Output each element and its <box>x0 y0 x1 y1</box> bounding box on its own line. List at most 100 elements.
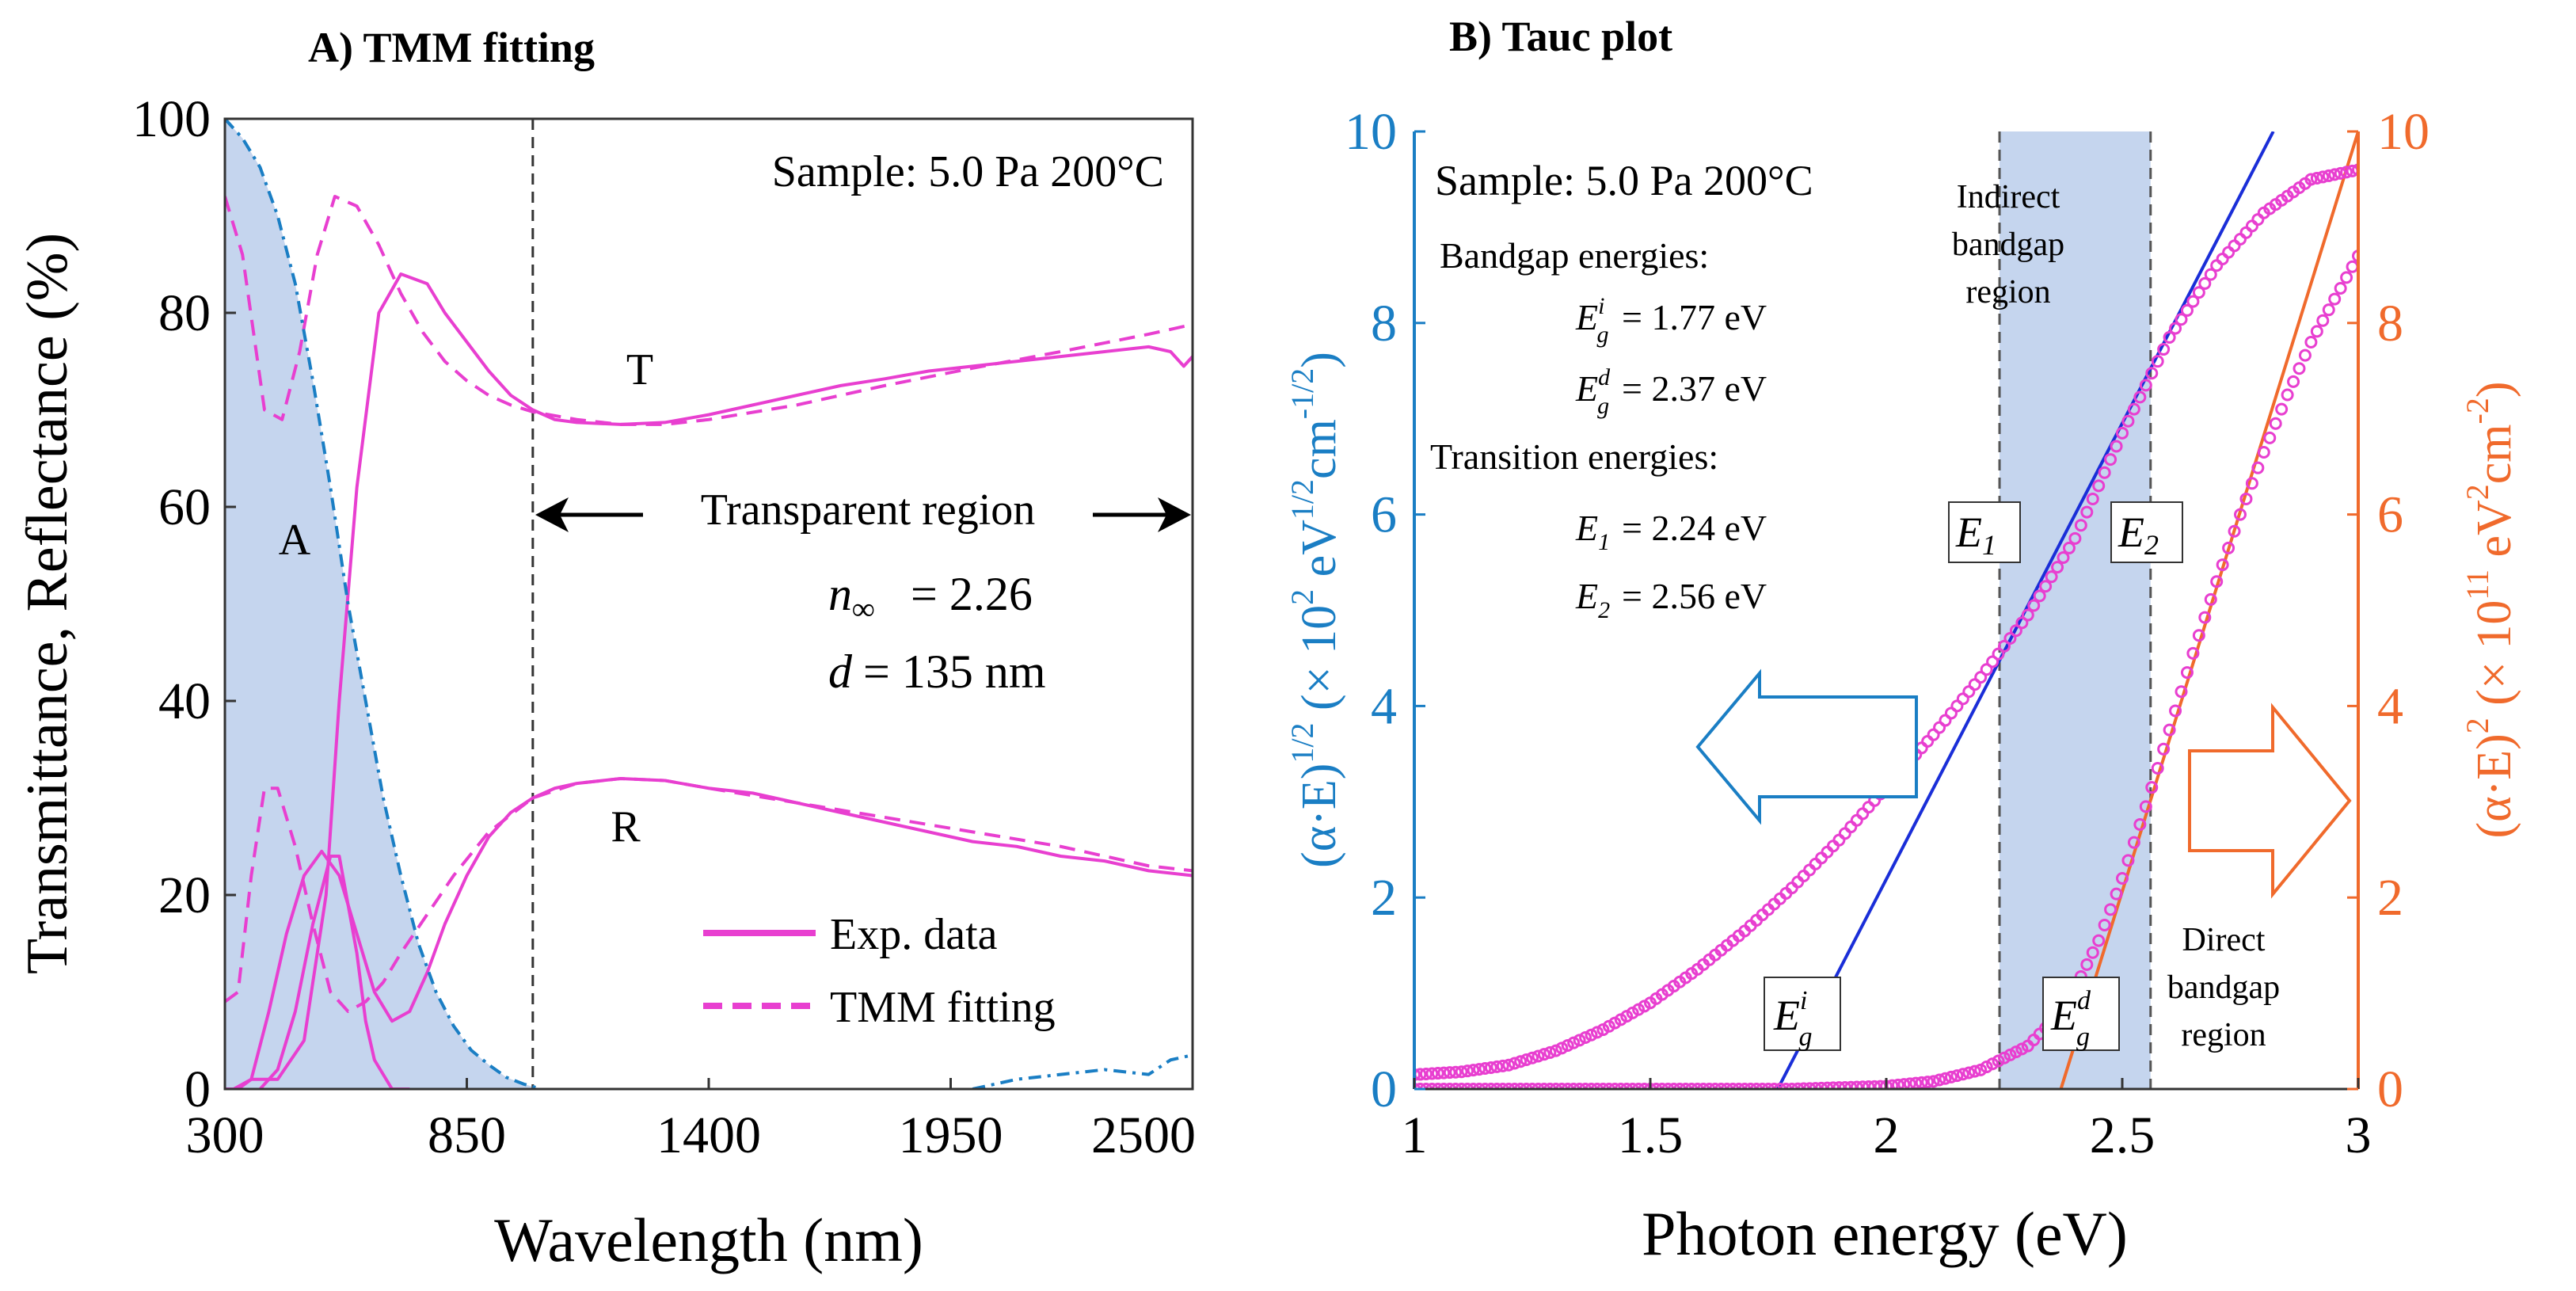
data-point <box>1974 671 1988 684</box>
data-point <box>2198 276 2212 290</box>
data-point <box>1832 1081 1846 1089</box>
panel-a-x-tick-label: 1950 <box>899 1106 1003 1164</box>
data-point <box>1856 807 1870 821</box>
indirect-region-line-3: region <box>1965 274 2050 310</box>
data-point <box>1532 1083 1545 1089</box>
data-point <box>1685 1083 1699 1089</box>
data-point <box>1443 1066 1456 1080</box>
panel-a: A) TMM fitting 300 850 1400 1950 2500 0 20 40 60… <box>15 24 1196 1274</box>
data-point <box>1431 1083 1444 1089</box>
data-point <box>1496 1083 1509 1089</box>
e1-symbol: E1 <box>1575 508 1610 555</box>
transparent-region-label: Transparent region <box>701 486 1036 535</box>
data-point <box>1738 1083 1752 1089</box>
data-point <box>1986 655 2000 668</box>
panel-a-x-tick-label: 2500 <box>1091 1106 1196 1164</box>
data-point <box>2310 325 2323 338</box>
data-point <box>2228 524 2241 538</box>
data-point <box>1579 1031 1592 1045</box>
data-point <box>2116 872 2129 885</box>
data-point <box>2346 260 2358 273</box>
data-point <box>2127 402 2140 416</box>
thickness-symbol: d <box>828 646 853 698</box>
panel-b-left-y-tick-label: 8 <box>1371 295 1397 352</box>
data-point <box>2139 379 2152 392</box>
data-point <box>2139 800 2152 813</box>
panel-b-right-y-tick-label: 4 <box>2377 677 2403 735</box>
data-point <box>2157 742 2171 756</box>
data-point <box>2204 592 2217 606</box>
data-point <box>1673 1083 1687 1089</box>
data-point <box>2062 541 2076 554</box>
data-point <box>1968 1064 1981 1078</box>
data-point <box>1844 821 1858 834</box>
data-point <box>1921 1076 1935 1089</box>
data-point <box>1785 1083 1798 1089</box>
data-point <box>1472 1083 1486 1089</box>
data-point <box>1962 1066 1976 1080</box>
panel-b-left-y-tick-label: 4 <box>1371 677 1397 735</box>
data-point <box>1773 1083 1786 1089</box>
data-point <box>1868 1080 1882 1089</box>
data-point <box>2334 166 2347 180</box>
data-point <box>1484 1083 1497 1089</box>
data-point <box>1726 1083 1740 1089</box>
data-point <box>2110 887 2123 901</box>
panel-b-right-y-tick-label: 6 <box>2377 486 2403 544</box>
data-point <box>1791 875 1805 889</box>
data-point <box>1821 845 1834 859</box>
data-point <box>2186 295 2200 308</box>
t-curve-label: T <box>626 345 653 394</box>
data-point <box>2151 355 2164 368</box>
panel-b-x-tick-label: 2 <box>1874 1106 1900 1164</box>
transparent-region-arrow <box>535 497 1191 532</box>
data-point <box>1915 1076 1928 1089</box>
data-point <box>2098 466 2111 479</box>
bandgap-header: Bandgap energies: <box>1440 235 1709 276</box>
e2-symbol: E2 <box>1575 576 1610 623</box>
thickness-value: = 135 nm <box>863 646 1046 698</box>
data-point <box>2186 646 2200 660</box>
data-point <box>1590 1026 1604 1039</box>
data-point <box>2222 541 2235 554</box>
data-point <box>1762 1083 1775 1089</box>
series-r-exp-data-second-branch <box>258 855 410 1089</box>
data-point <box>1732 1083 1745 1089</box>
data-point <box>1449 1083 1463 1089</box>
egi-value: = 1.77 eV <box>1622 297 1767 337</box>
data-point <box>1720 1083 1733 1089</box>
right-axis-arrow-icon <box>2188 703 2352 899</box>
data-point <box>1691 1083 1704 1089</box>
data-point <box>1567 1083 1581 1089</box>
data-point <box>1585 1083 1598 1089</box>
data-point <box>1809 857 1822 870</box>
panel-a-legend: Exp. data TMM fitting <box>703 910 1056 1032</box>
data-point <box>1620 1083 1634 1089</box>
panel-a-x-axis-label: Wavelength (nm) <box>494 1205 923 1274</box>
series-a-noise-tail <box>972 1053 1193 1089</box>
absorption-shaded-area <box>225 119 542 1089</box>
data-point <box>2068 531 2082 545</box>
panel-b-right-y-tick-label: 10 <box>2377 103 2430 161</box>
data-point <box>2080 958 2094 971</box>
data-point <box>1826 1081 1840 1089</box>
data-point <box>2175 685 2188 699</box>
data-point <box>2228 239 2241 253</box>
data-point <box>2352 249 2358 263</box>
data-point <box>1585 1028 1598 1042</box>
data-point <box>1414 1068 1421 1081</box>
data-point <box>2157 343 2171 356</box>
data-point <box>2074 519 2087 532</box>
data-point <box>2180 666 2194 680</box>
data-point <box>2104 453 2117 467</box>
svg-text:E2: E2 <box>2117 508 2159 561</box>
data-point <box>2198 611 2212 624</box>
data-point <box>1549 1044 1562 1057</box>
data-point <box>1543 1045 1557 1059</box>
data-point <box>1667 1083 1680 1089</box>
data-point <box>1537 1048 1551 1061</box>
data-point <box>2015 616 2029 630</box>
data-point <box>2151 761 2164 775</box>
data-point <box>2051 561 2064 574</box>
